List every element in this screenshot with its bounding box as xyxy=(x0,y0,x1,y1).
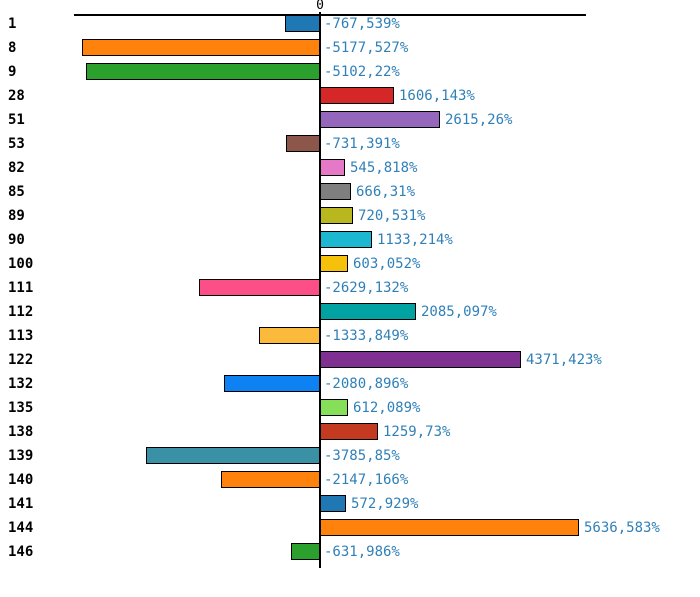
value-label: 720,531% xyxy=(358,207,426,224)
bar xyxy=(286,135,320,152)
value-label: -1333,849% xyxy=(324,327,409,344)
category-label: 111 xyxy=(8,279,34,296)
category-label: 140 xyxy=(8,471,34,488)
category-label: 112 xyxy=(8,303,34,320)
value-label: -731,391% xyxy=(324,135,400,152)
bar xyxy=(320,495,346,512)
bar xyxy=(291,543,320,560)
value-label: -3785,85% xyxy=(324,447,400,464)
bar xyxy=(221,471,320,488)
value-label: -631,986% xyxy=(324,543,400,560)
baseline-rule xyxy=(74,14,586,16)
value-label: -2080,896% xyxy=(324,375,409,392)
category-label: 89 xyxy=(8,207,25,224)
category-label: 141 xyxy=(8,495,34,512)
bar xyxy=(82,39,320,56)
category-label: 146 xyxy=(8,543,34,560)
value-label: -2147,166% xyxy=(324,471,409,488)
category-label: 135 xyxy=(8,399,34,416)
bar xyxy=(320,87,394,104)
category-label: 144 xyxy=(8,519,34,536)
category-label: 53 xyxy=(8,135,25,152)
category-label: 90 xyxy=(8,231,25,248)
bar xyxy=(259,327,320,344)
value-label: 1259,73% xyxy=(383,423,451,440)
zero-axis-line xyxy=(319,12,321,568)
value-label: 666,31% xyxy=(356,183,416,200)
bar xyxy=(320,111,440,128)
value-label: -5177,527% xyxy=(324,39,409,56)
bar xyxy=(320,183,351,200)
value-label: 545,818% xyxy=(350,159,418,176)
value-label: -2629,132% xyxy=(324,279,409,296)
category-label: 8 xyxy=(8,39,17,56)
bar xyxy=(320,351,521,368)
category-label: 51 xyxy=(8,111,25,128)
value-label: 2085,097% xyxy=(421,303,497,320)
category-label: 132 xyxy=(8,375,34,392)
value-label: 5636,583% xyxy=(584,519,660,536)
bar xyxy=(320,159,345,176)
bar xyxy=(320,303,416,320)
bar xyxy=(320,255,348,272)
bar xyxy=(320,423,378,440)
value-label: 572,929% xyxy=(351,495,419,512)
bar xyxy=(224,375,320,392)
value-label: -5102,22% xyxy=(324,63,400,80)
bar xyxy=(320,519,579,536)
category-label: 113 xyxy=(8,327,34,344)
category-label: 28 xyxy=(8,87,25,104)
value-label: 612,089% xyxy=(353,399,421,416)
bar xyxy=(146,447,320,464)
value-label: 4371,423% xyxy=(526,351,602,368)
value-label: -767,539% xyxy=(324,15,400,32)
category-label: 1 xyxy=(8,15,17,32)
category-label: 100 xyxy=(8,255,34,272)
bar xyxy=(86,63,320,80)
bar xyxy=(320,231,372,248)
bar xyxy=(285,15,320,32)
category-label: 138 xyxy=(8,423,34,440)
value-label: 2615,26% xyxy=(445,111,513,128)
value-label: 1606,143% xyxy=(399,87,475,104)
zero-tick-label: 0 xyxy=(316,0,324,13)
category-label: 122 xyxy=(8,351,34,368)
category-label: 85 xyxy=(8,183,25,200)
category-label: 9 xyxy=(8,63,17,80)
bar xyxy=(320,207,353,224)
category-label: 139 xyxy=(8,447,34,464)
value-label: 603,052% xyxy=(353,255,421,272)
bar xyxy=(320,399,348,416)
value-label: 1133,214% xyxy=(377,231,453,248)
category-label: 82 xyxy=(8,159,25,176)
bar xyxy=(199,279,320,296)
